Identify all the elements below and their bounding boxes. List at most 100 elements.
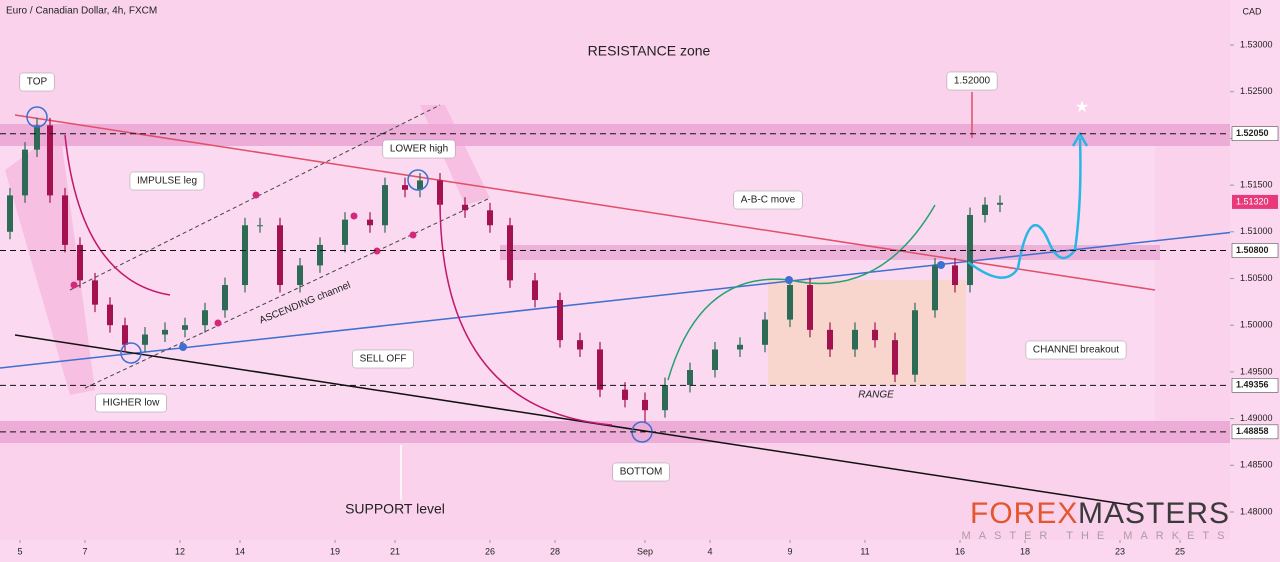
candle-body xyxy=(872,329,878,341)
y-tick-label: 1.51500 xyxy=(1240,179,1273,189)
pivot-lower-high xyxy=(407,169,429,191)
annotation-label: SELL OFF xyxy=(360,354,407,365)
y-tick-label: 1.49500 xyxy=(1240,366,1273,376)
x-tick-label: 9 xyxy=(787,546,792,556)
y-tick-label: 1.48500 xyxy=(1240,460,1273,470)
x-tick-label: 7 xyxy=(82,546,87,556)
x-tick-label: 16 xyxy=(955,546,965,556)
annotation-label: CHANNEl breakout xyxy=(1033,345,1119,356)
x-tick-label: 4 xyxy=(707,546,712,556)
candle-body xyxy=(242,225,248,286)
candle-body xyxy=(182,325,188,330)
candle-body xyxy=(417,180,423,190)
channel-lower xyxy=(84,197,491,389)
dot xyxy=(252,191,260,199)
candle-body xyxy=(852,329,858,350)
dot xyxy=(373,247,381,255)
candle-body xyxy=(807,285,813,330)
candle-body xyxy=(827,329,833,350)
annotation-box xyxy=(382,139,456,159)
candle-body xyxy=(622,389,628,400)
candle-body xyxy=(22,149,28,196)
x-tick-label: 25 xyxy=(1175,546,1185,556)
annotation-box xyxy=(612,462,670,482)
last-price-tag xyxy=(1232,194,1278,209)
candle-body xyxy=(367,219,373,226)
currency: CAD xyxy=(1242,6,1262,16)
price-level-tag xyxy=(1231,243,1279,258)
candle-body xyxy=(257,225,263,227)
candle-body xyxy=(642,399,648,411)
logo-brand-2: MASTERS xyxy=(1078,497,1230,530)
candle-body xyxy=(202,310,208,326)
dot xyxy=(70,281,78,289)
candle-body xyxy=(892,340,898,375)
x-tick-label: 11 xyxy=(860,546,869,556)
trendline-black xyxy=(14,334,1131,506)
candle-body xyxy=(762,319,768,345)
price-level-label: 1.48858 xyxy=(1236,426,1269,436)
annotation-label: TOP xyxy=(27,77,48,88)
annotation-label: 1.52000 xyxy=(954,76,991,87)
candle-body xyxy=(532,280,538,300)
candle-body xyxy=(982,204,988,215)
annotation-label: SUPPORT level xyxy=(345,501,445,517)
x-tick-label: 14 xyxy=(235,546,245,556)
candle-body xyxy=(402,185,408,190)
x-tick-label: 26 xyxy=(485,546,495,556)
candle-body xyxy=(122,325,128,345)
candle-body xyxy=(597,349,603,390)
candle-body xyxy=(787,285,793,320)
candle-body xyxy=(317,244,323,266)
candle-body xyxy=(997,202,1003,205)
price-level-tag xyxy=(1231,378,1279,393)
touch-dots xyxy=(70,191,417,327)
trendline-red xyxy=(14,114,1156,291)
annotation-label: A-B-C move xyxy=(741,195,796,206)
annotation-label: IMPULSE leg xyxy=(137,176,197,187)
x-tick-label: 28 xyxy=(550,546,560,556)
candle-body xyxy=(737,344,743,350)
pivot-higher-low xyxy=(120,342,142,364)
dot xyxy=(785,276,793,284)
x-tick-label: 18 xyxy=(1020,546,1030,556)
logo-brand-1: FOREX xyxy=(970,497,1078,530)
pivot-top xyxy=(26,106,48,128)
annotation-box xyxy=(733,190,803,210)
star: ★ xyxy=(1075,99,1089,116)
candle-body xyxy=(687,370,693,385)
chart-title: Euro / Canadian Dollar, 4h, FXCM xyxy=(6,6,157,17)
projection-arrow xyxy=(967,137,1082,279)
y-tick-label: 1.53000 xyxy=(1240,39,1273,49)
candle-body xyxy=(7,195,13,232)
y-tick-label: 1.48000 xyxy=(1240,506,1273,516)
annotation-box xyxy=(129,171,205,191)
price-level-label: 1.52050 xyxy=(1236,128,1269,138)
candle-body xyxy=(34,125,40,150)
candle-body xyxy=(222,285,228,311)
annotation-label: RANGE xyxy=(858,390,894,401)
x-tick-label: 21 xyxy=(390,546,400,556)
price-level-tag xyxy=(1231,126,1279,141)
logo: FOREX MASTERS MASTER THE MARKETS xyxy=(962,497,1230,542)
candle-body xyxy=(342,219,348,245)
dot xyxy=(409,231,417,239)
y-tick-label: 1.49000 xyxy=(1240,413,1273,423)
annotation-label: BOTTOM xyxy=(620,467,663,478)
candle-body xyxy=(47,125,53,196)
candle-body xyxy=(162,329,168,335)
candle-body xyxy=(507,225,513,281)
annotation-box xyxy=(352,349,414,369)
annotation-box xyxy=(1025,340,1127,360)
annotation-label: HIGHER low xyxy=(103,398,160,409)
candle-body xyxy=(62,195,68,245)
annotation-label: LOWER high xyxy=(390,144,448,155)
price-axis xyxy=(1230,0,1280,540)
candle-body xyxy=(92,280,98,305)
annotation-box xyxy=(19,72,55,92)
y-tick-label: 1.50500 xyxy=(1240,273,1273,283)
candle-body xyxy=(462,204,468,211)
resistance-band xyxy=(0,124,1230,146)
y-tick-label: 1.50000 xyxy=(1240,320,1273,330)
